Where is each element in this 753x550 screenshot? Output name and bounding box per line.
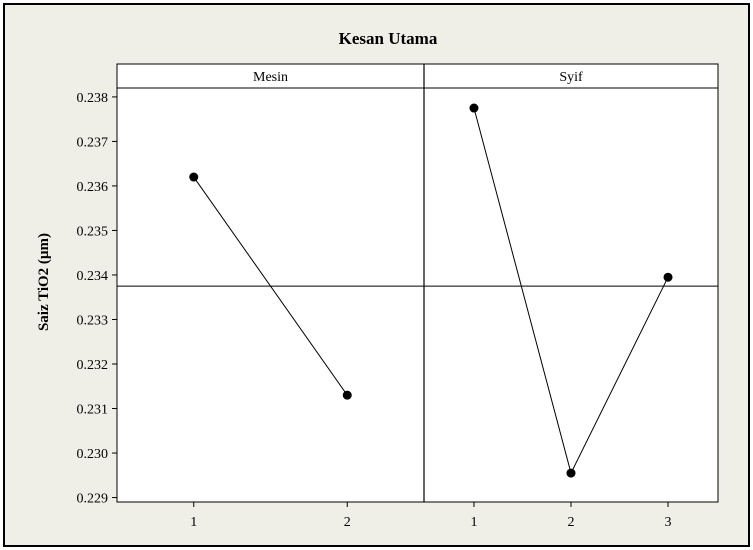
series-line-mesin xyxy=(193,176,348,396)
y-tick-label: 0.231 xyxy=(77,403,109,418)
y-tick-label: 0.235 xyxy=(77,224,109,239)
chart-title: Kesan Utama xyxy=(339,29,438,48)
data-point-syif-1 xyxy=(469,103,479,113)
x-tick-label: 1 xyxy=(190,515,197,530)
data-point-syif-3 xyxy=(663,272,673,282)
y-tick-label: 0.232 xyxy=(77,358,109,373)
x-tick-label: 2 xyxy=(344,515,351,530)
panel-label-syif: Syif xyxy=(559,70,583,85)
y-tick-label: 0.236 xyxy=(77,180,109,195)
x-tick-label: 2 xyxy=(568,515,575,530)
y-tick-label: 0.238 xyxy=(77,91,109,106)
y-tick-label: 0.233 xyxy=(77,313,109,328)
y-tick-label: 0.237 xyxy=(77,135,109,150)
x-tick-label: 1 xyxy=(470,515,477,530)
y-tick-label: 0.230 xyxy=(77,447,109,462)
x-tick-label: 3 xyxy=(665,515,672,530)
y-tick-label: 0.234 xyxy=(77,269,109,284)
data-point-mesin-1 xyxy=(189,172,199,182)
plot-area: 0.229 0.230 0.231 0.232 0.233 0.234 0.235 0.236… xyxy=(77,63,719,530)
plot-frame xyxy=(116,63,719,503)
data-point-syif-2 xyxy=(566,468,576,478)
y-tick-label: 0.229 xyxy=(77,492,109,507)
panel-label-mesin: Mesin xyxy=(253,70,288,85)
data-point-mesin-2 xyxy=(342,390,352,400)
y-axis-label: Saiz TiO2 (µm) xyxy=(36,233,52,331)
